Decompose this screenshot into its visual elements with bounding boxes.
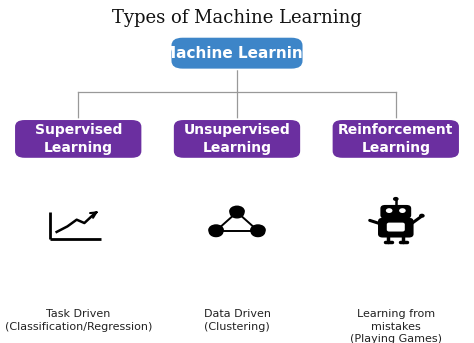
FancyBboxPatch shape xyxy=(171,37,303,69)
FancyBboxPatch shape xyxy=(380,205,411,219)
Circle shape xyxy=(419,214,425,218)
FancyBboxPatch shape xyxy=(378,218,413,237)
FancyBboxPatch shape xyxy=(173,119,301,158)
Polygon shape xyxy=(210,232,223,237)
Text: Types of Machine Learning: Types of Machine Learning xyxy=(112,9,362,26)
Circle shape xyxy=(250,224,266,236)
FancyBboxPatch shape xyxy=(332,119,460,158)
FancyBboxPatch shape xyxy=(14,119,142,158)
Text: Unsupervised
Learning: Unsupervised Learning xyxy=(183,123,291,155)
Text: Reinforcement
Learning: Reinforcement Learning xyxy=(338,123,454,155)
Circle shape xyxy=(399,208,406,213)
Circle shape xyxy=(208,224,224,236)
Text: Machine Learning: Machine Learning xyxy=(161,46,313,61)
Circle shape xyxy=(393,197,399,201)
Polygon shape xyxy=(251,232,264,237)
Circle shape xyxy=(386,208,392,213)
Polygon shape xyxy=(230,213,244,218)
Text: Data Driven
(Clustering): Data Driven (Clustering) xyxy=(203,309,271,331)
FancyBboxPatch shape xyxy=(387,223,405,232)
Text: Task Driven
(Classification/Regression): Task Driven (Classification/Regression) xyxy=(5,309,152,331)
Text: Learning from
mistakes
(Playing Games): Learning from mistakes (Playing Games) xyxy=(350,309,442,343)
Text: Supervised
Learning: Supervised Learning xyxy=(35,123,122,155)
Circle shape xyxy=(229,205,245,217)
